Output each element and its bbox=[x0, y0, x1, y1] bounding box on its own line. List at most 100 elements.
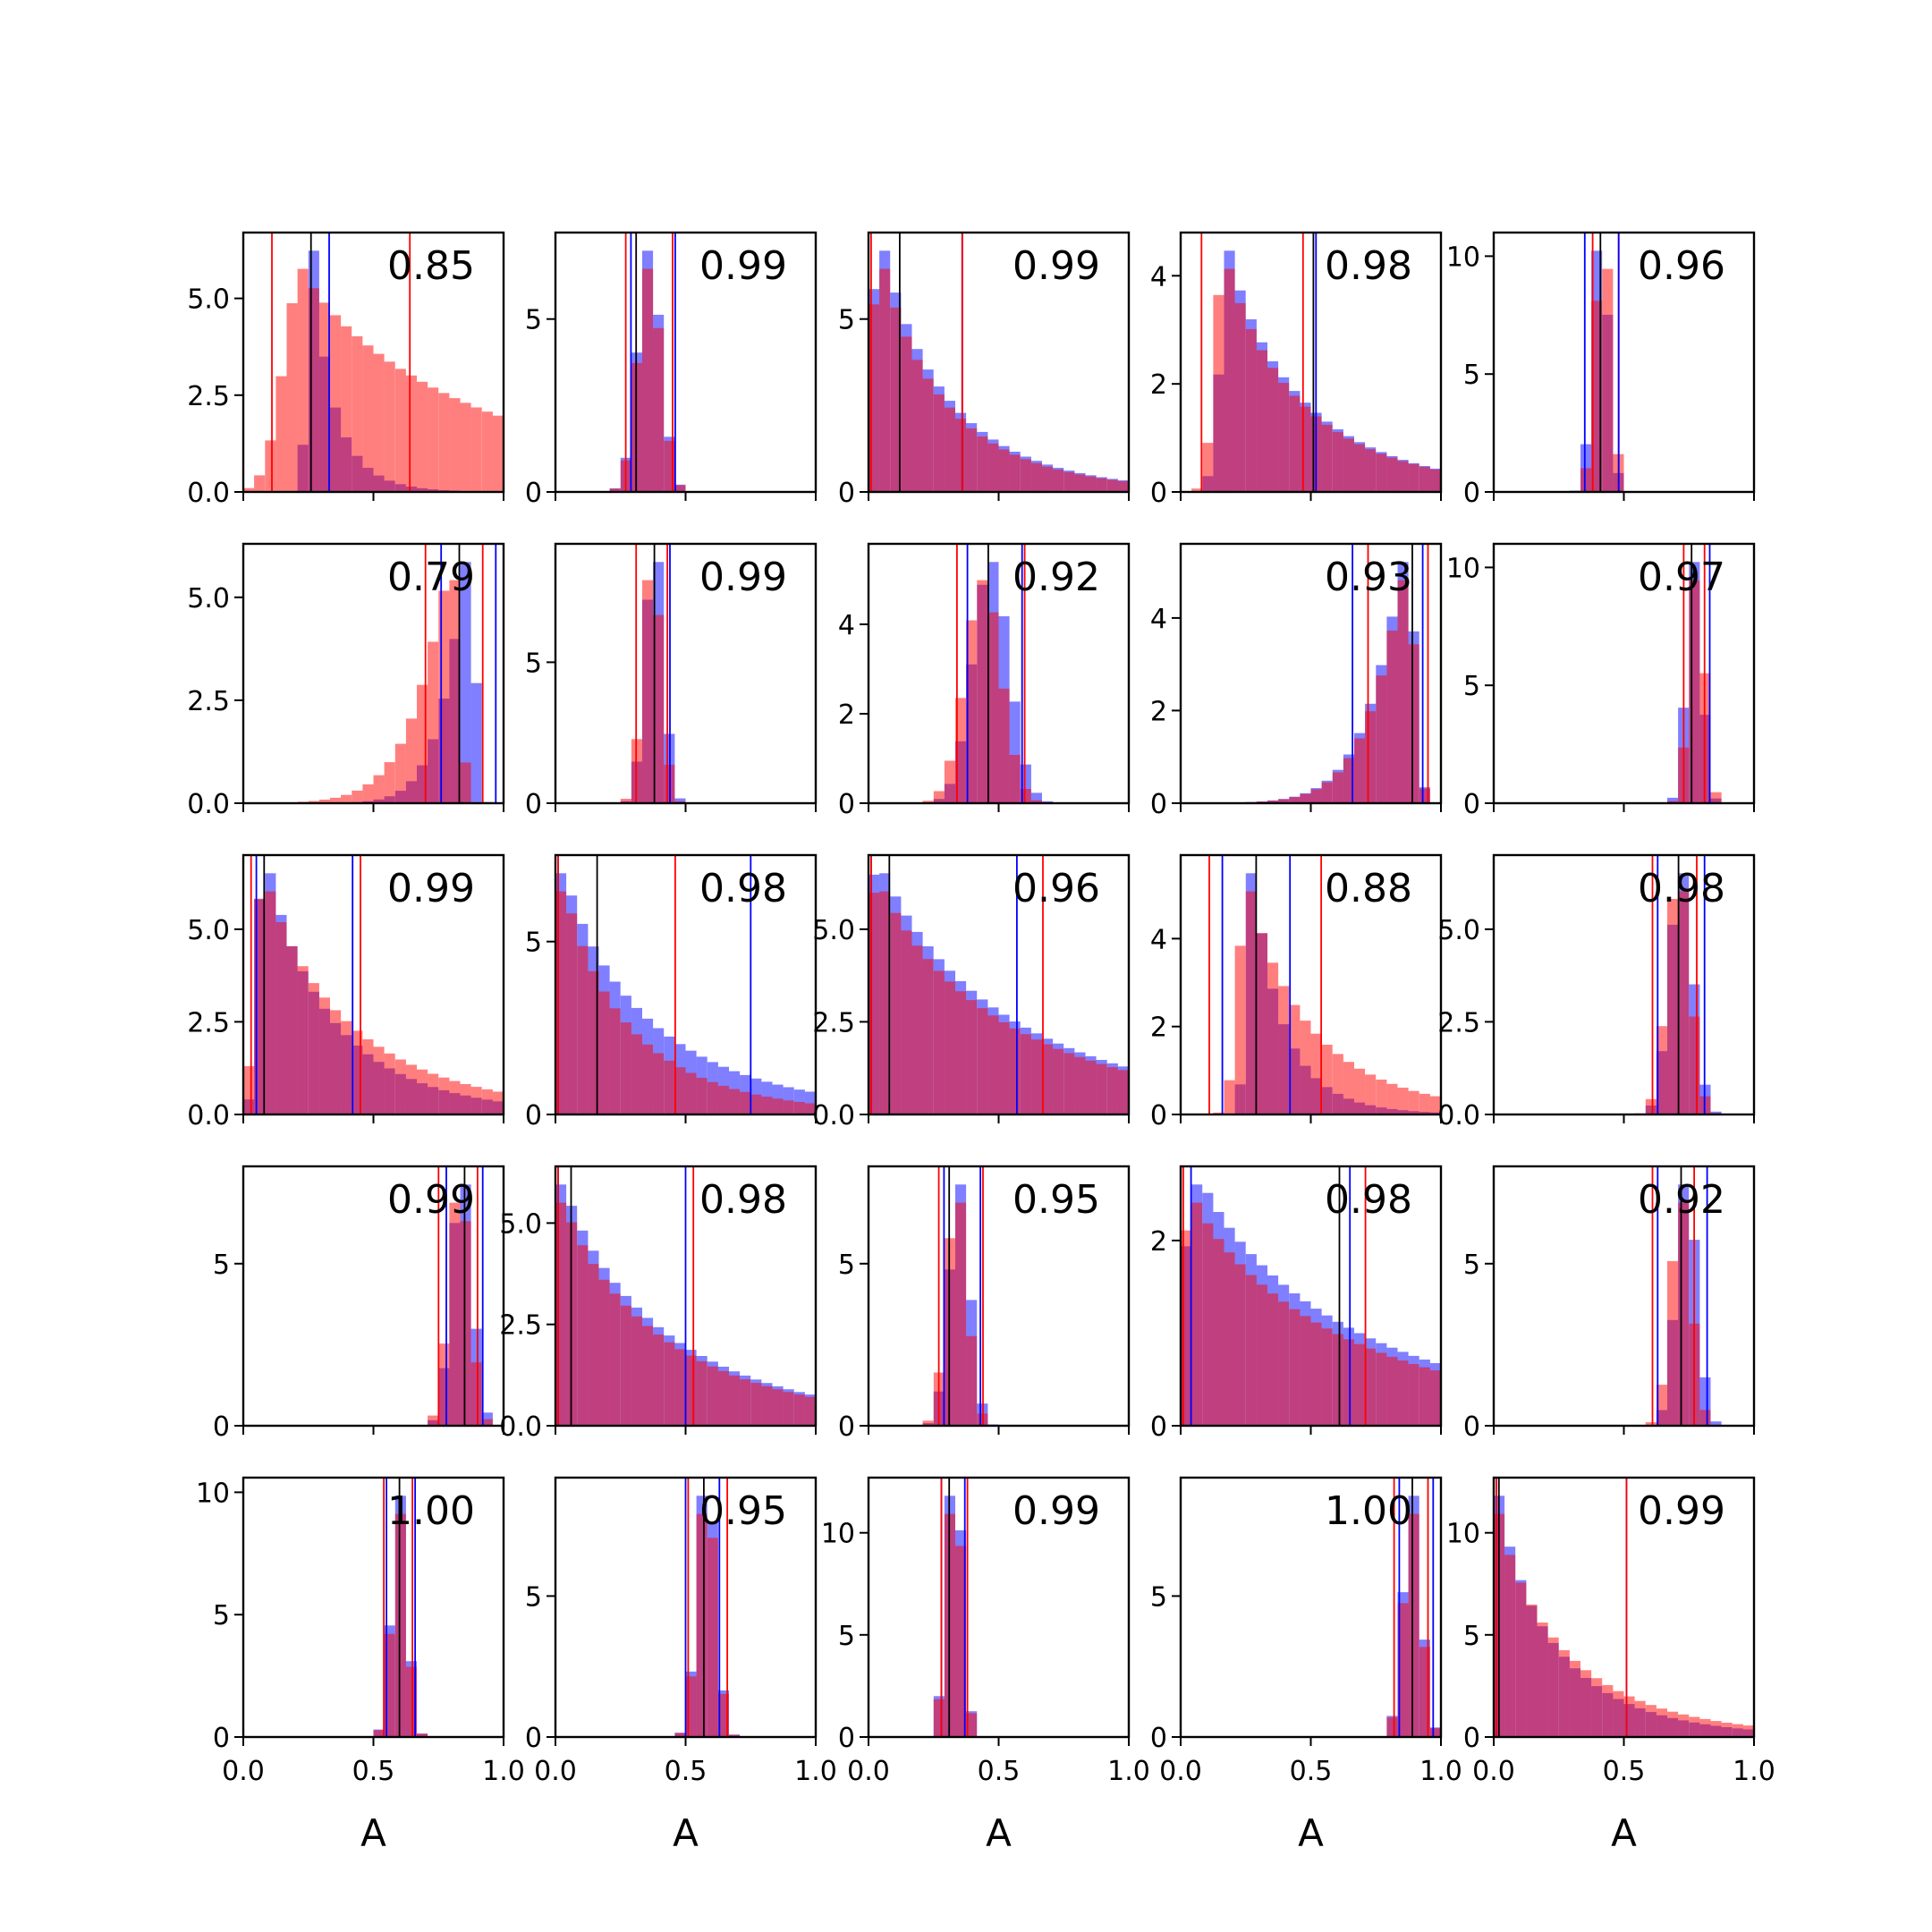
red-hist-bar bbox=[1710, 792, 1722, 803]
x-tick-label: 0.0 bbox=[534, 1756, 577, 1787]
y-tick-label: 2 bbox=[1150, 1013, 1167, 1044]
red-hist-bar bbox=[1191, 1202, 1203, 1426]
red-hist-bar bbox=[1053, 470, 1064, 492]
blue-hist-bar bbox=[470, 682, 482, 803]
correlation-value: 0.99 bbox=[1638, 1488, 1725, 1534]
y-tick-label: 5 bbox=[1150, 1581, 1167, 1613]
red-hist-bar bbox=[1689, 1016, 1700, 1114]
red-hist-bar bbox=[1354, 738, 1366, 803]
red-hist-bar bbox=[955, 991, 967, 1114]
red-hist-bar bbox=[987, 443, 999, 492]
y-tick-label: 5 bbox=[213, 1250, 230, 1281]
red-hist-bar bbox=[977, 1008, 988, 1114]
red-hist-bar bbox=[1332, 772, 1343, 803]
y-tick-label: 5.0 bbox=[812, 915, 855, 946]
red-hist-bar bbox=[1256, 1284, 1267, 1426]
red-hist-bar bbox=[922, 1420, 934, 1426]
red-hist-bar bbox=[405, 718, 417, 803]
panel-5-5: 0 5 10 0.0 0.5 1.0 A 0.99 bbox=[1446, 1476, 1775, 1855]
red-hist-bar bbox=[685, 1355, 697, 1426]
red-hist-bar bbox=[1710, 1721, 1722, 1737]
red-hist-bar bbox=[1397, 1088, 1409, 1114]
correlation-value: 0.97 bbox=[1638, 555, 1725, 600]
correlation-value: 1.00 bbox=[1325, 1488, 1412, 1534]
red-hist-bar bbox=[1419, 1093, 1430, 1114]
red-hist-bar bbox=[685, 1072, 697, 1114]
red-hist-bar bbox=[1613, 1690, 1624, 1737]
y-tick-label: 5.0 bbox=[187, 915, 230, 946]
red-hist-bar bbox=[330, 1010, 342, 1114]
x-tick-label: 0.5 bbox=[665, 1756, 708, 1787]
red-hist-bar bbox=[987, 612, 999, 803]
red-hist-bar bbox=[740, 1091, 751, 1114]
y-tick-label: 5 bbox=[213, 1600, 230, 1631]
y-tick-label: 0 bbox=[525, 478, 542, 509]
panel-3-4: 0 2 4 0.88 bbox=[1150, 853, 1443, 1131]
red-hist-bar bbox=[481, 1089, 493, 1114]
panel-3-2: 050.98 bbox=[525, 853, 818, 1131]
red-hist-bar bbox=[588, 1264, 599, 1426]
red-hist-bar bbox=[1656, 1708, 1667, 1737]
red-hist-bar bbox=[286, 945, 298, 1114]
red-hist-bar bbox=[297, 268, 309, 492]
x-tick-label: 1.0 bbox=[794, 1756, 837, 1787]
red-hist-bar bbox=[373, 353, 385, 492]
red-hist-bar bbox=[1386, 1717, 1398, 1737]
red-hist-bar bbox=[998, 1021, 1010, 1114]
y-tick-label: 0.0 bbox=[187, 789, 230, 820]
red-hist-bar bbox=[1234, 302, 1246, 492]
y-tick-label: 0 bbox=[1463, 478, 1480, 509]
red-hist-bar bbox=[1181, 1230, 1192, 1426]
red-hist-bar bbox=[275, 922, 287, 1114]
red-hist-bar bbox=[696, 1078, 708, 1114]
red-hist-bar bbox=[1408, 644, 1419, 803]
red-hist-bar bbox=[1419, 467, 1430, 492]
blue-hist-bar bbox=[1667, 797, 1679, 803]
red-hist-bar bbox=[1224, 1080, 1235, 1114]
red-hist-bar bbox=[1678, 1202, 1690, 1426]
x-tick-label: 1.0 bbox=[482, 1756, 525, 1787]
red-hist-bar bbox=[1591, 301, 1603, 492]
correlation-value: 0.95 bbox=[1013, 1177, 1100, 1223]
red-hist-bar bbox=[1354, 1343, 1366, 1426]
red-hist-bar bbox=[966, 620, 978, 803]
red-hist-bar bbox=[717, 1693, 729, 1737]
red-hist-bar bbox=[685, 1676, 697, 1737]
panel-5-2: 0 5 0.0 0.5 1.0 A 0.95 bbox=[525, 1476, 837, 1855]
red-hist-bar bbox=[1278, 986, 1290, 1114]
panel-4-4: 020.98 bbox=[1150, 1165, 1443, 1443]
y-tick-label: 5 bbox=[838, 1250, 855, 1281]
blue-hist-bar bbox=[1710, 1421, 1722, 1426]
red-hist-bar bbox=[352, 790, 363, 803]
red-hist-bar bbox=[1267, 1293, 1279, 1426]
y-tick-label: 10 bbox=[821, 1519, 855, 1550]
y-tick-label: 0 bbox=[1463, 1411, 1480, 1443]
red-hist-bar bbox=[1321, 782, 1333, 803]
red-hist-bar bbox=[620, 1305, 631, 1426]
y-tick-label: 5 bbox=[838, 1621, 855, 1652]
red-hist-bar bbox=[1656, 1385, 1667, 1426]
blue-hist-bar bbox=[460, 562, 471, 803]
red-hist-bar bbox=[879, 891, 891, 1114]
red-hist-bar bbox=[998, 688, 1010, 803]
y-tick-label: 5 bbox=[1463, 360, 1480, 391]
y-tick-label: 2.5 bbox=[499, 1310, 542, 1342]
red-hist-bar bbox=[1429, 1096, 1441, 1114]
y-tick-label: 2 bbox=[1150, 369, 1167, 401]
red-hist-bar bbox=[1408, 1513, 1419, 1737]
panel-3-5: 0.0 2.5 5.0 0.98 bbox=[1437, 853, 1756, 1131]
red-hist-bar bbox=[944, 760, 955, 803]
correlation-value: 0.99 bbox=[1013, 243, 1100, 289]
red-hist-bar bbox=[460, 402, 471, 492]
red-hist-bar bbox=[793, 1394, 805, 1426]
red-hist-bar bbox=[901, 336, 912, 492]
panel-4-1: 050.99 bbox=[213, 1165, 505, 1443]
red-hist-bar bbox=[577, 945, 589, 1114]
red-hist-bar bbox=[740, 1379, 751, 1426]
red-hist-bar bbox=[1321, 1045, 1333, 1114]
panel-2-5: 0 5 10 0.97 bbox=[1446, 542, 1756, 820]
correlation-value: 0.92 bbox=[1013, 555, 1100, 600]
red-hist-bar bbox=[631, 1034, 642, 1114]
x-axis-label: A bbox=[986, 1811, 1012, 1855]
red-hist-bar bbox=[1085, 476, 1097, 492]
